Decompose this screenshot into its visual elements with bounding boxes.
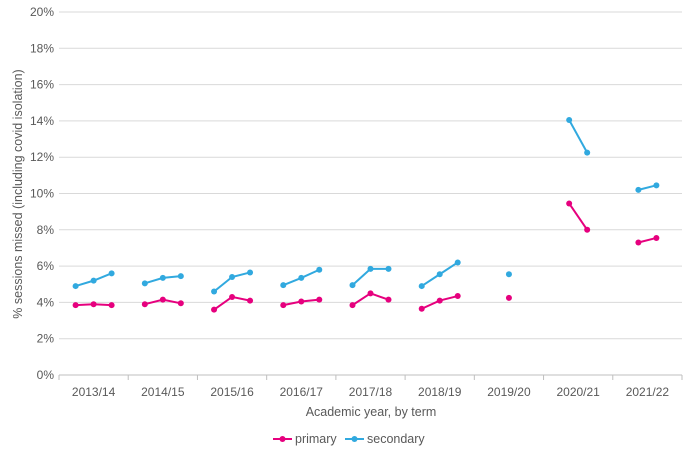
legend-primary-marker xyxy=(279,436,286,442)
series-line xyxy=(638,184,657,191)
data-point xyxy=(635,186,642,193)
data-point xyxy=(108,270,115,277)
y-tick-label: 6% xyxy=(37,259,55,273)
series-line xyxy=(568,119,589,154)
data-point xyxy=(566,200,573,207)
data-point xyxy=(316,266,323,273)
data-point xyxy=(436,271,443,278)
data-point xyxy=(385,265,392,272)
data-point xyxy=(229,273,236,280)
legend: primary secondary xyxy=(273,432,425,446)
data-point xyxy=(653,234,660,241)
data-point xyxy=(584,226,591,233)
data-point xyxy=(566,116,573,123)
data-point xyxy=(454,293,461,300)
legend-secondary-label: secondary xyxy=(367,432,425,446)
data-point xyxy=(211,288,218,295)
data-point xyxy=(635,239,642,246)
series-secondary xyxy=(72,116,660,295)
x-tick-label: 2016/17 xyxy=(280,385,324,399)
data-point xyxy=(177,273,184,280)
y-tick-label: 0% xyxy=(37,368,55,382)
data-point xyxy=(90,277,97,284)
data-point xyxy=(454,259,461,266)
data-point xyxy=(141,301,148,308)
y-axis-ticks: 0% 2% 4% 6% 8% 10% 12% 14% 16% 18% 20% xyxy=(30,5,54,382)
data-point xyxy=(72,302,79,309)
data-point xyxy=(505,271,512,278)
data-point xyxy=(90,301,97,308)
data-point xyxy=(229,293,236,300)
data-point xyxy=(298,274,305,281)
data-point xyxy=(247,269,254,276)
data-point xyxy=(108,302,115,309)
x-tick-label: 2013/14 xyxy=(72,385,116,399)
gridlines xyxy=(59,11,682,340)
x-tick-label: 2015/16 xyxy=(210,385,254,399)
y-tick-label: 8% xyxy=(37,223,55,237)
data-point xyxy=(385,296,392,303)
y-axis-title: % sessions missed (including covid isola… xyxy=(11,69,25,318)
y-tick-label: 10% xyxy=(30,187,54,201)
data-point xyxy=(280,302,287,309)
data-point xyxy=(653,182,660,189)
x-tick-label: 2018/19 xyxy=(418,385,462,399)
data-point xyxy=(159,274,166,281)
legend-secondary-marker xyxy=(351,436,358,442)
x-axis xyxy=(58,374,683,380)
x-tick-label: 2019/20 xyxy=(487,385,531,399)
data-point xyxy=(367,290,374,297)
data-point xyxy=(367,265,374,272)
data-point xyxy=(141,280,148,287)
y-tick-label: 14% xyxy=(30,114,54,128)
data-point xyxy=(584,149,591,156)
series-layer xyxy=(72,116,660,313)
y-tick-label: 18% xyxy=(30,41,54,55)
x-tick-label: 2021/22 xyxy=(626,385,670,399)
y-tick-label: 16% xyxy=(30,78,54,92)
data-point xyxy=(280,282,287,289)
x-axis-ticks: 2013/14 2014/15 2015/16 2016/17 2017/18 2018/… xyxy=(72,385,669,399)
data-point xyxy=(247,297,254,304)
data-point xyxy=(211,306,218,313)
y-tick-label: 4% xyxy=(37,295,55,309)
data-point xyxy=(349,282,356,289)
x-tick-label: 2014/15 xyxy=(141,385,185,399)
series-line xyxy=(568,202,588,231)
data-point xyxy=(298,298,305,305)
data-point xyxy=(316,296,323,303)
data-point xyxy=(349,302,356,309)
data-point xyxy=(418,305,425,312)
series-line xyxy=(638,236,657,244)
data-point xyxy=(418,283,425,290)
y-tick-label: 12% xyxy=(30,150,54,164)
series-primary xyxy=(72,200,660,313)
y-tick-label: 20% xyxy=(30,5,54,19)
data-point xyxy=(177,300,184,307)
data-point xyxy=(159,296,166,303)
data-point xyxy=(505,294,512,301)
x-tick-label: 2017/18 xyxy=(349,385,393,399)
x-tick-label: 2020/21 xyxy=(556,385,600,399)
legend-primary-label: primary xyxy=(295,432,337,446)
y-tick-label: 2% xyxy=(37,332,55,346)
data-point xyxy=(436,297,443,304)
data-point xyxy=(72,283,79,290)
x-axis-title: Academic year, by term xyxy=(306,405,437,419)
